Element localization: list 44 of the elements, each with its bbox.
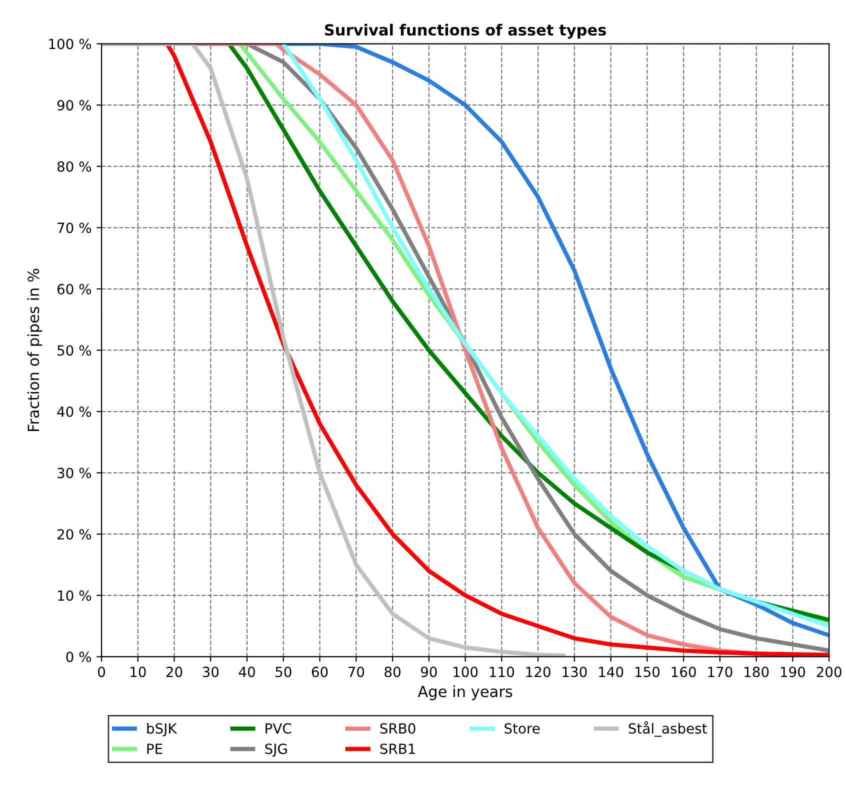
y-tick-label: 70 % (58, 222, 92, 234)
x-tick-label: 80 (384, 666, 400, 678)
x-tick-label: 40 (238, 666, 255, 678)
x-tick-label: 50 (276, 666, 292, 678)
x-tick-label: 60 (312, 666, 328, 678)
x-tick-label: 10 (130, 666, 146, 678)
legend-label: Stål_asbest (628, 721, 707, 737)
y-tick-label: 20 % (58, 529, 92, 540)
y-tick-label: 90 % (57, 100, 92, 111)
x-tick-label: 90 (420, 666, 437, 678)
x-tick-label: 140 (599, 666, 624, 678)
x-tick-label: 150 (635, 666, 660, 678)
chart-title: Survival functions of asset types (324, 24, 606, 39)
legend-label: SJG (265, 744, 287, 757)
x-tick-label: 170 (708, 666, 732, 678)
x-tick-label: 180 (744, 666, 769, 678)
x-tick-label: 190 (780, 666, 806, 678)
y-tick-label: 0 % (66, 652, 92, 662)
y-tick-label: 80 % (57, 161, 92, 172)
legend-label: PE (147, 744, 162, 754)
legend-label: PVC (266, 723, 292, 734)
x-tick-label: 70 (348, 666, 364, 678)
legend-label: bSJK (147, 722, 178, 736)
y-tick-label: 30 % (58, 468, 92, 478)
x-axis-title: Age in years (418, 685, 512, 700)
y-tick-label: 60 % (57, 284, 92, 294)
line-series (281, 44, 830, 628)
x-tick-label: 30 (202, 666, 219, 678)
y-axis-title: Fraction of pipes in % (27, 268, 42, 432)
x-tick-label: 120 (526, 666, 550, 678)
x-tick-label: 0 (98, 666, 106, 678)
y-tick-label: 50 % (58, 345, 92, 356)
x-tick-label: 110 (490, 666, 514, 678)
y-tick-label: 100 % (49, 38, 92, 50)
x-tick-label: 100 (454, 666, 478, 678)
x-tick-label: 200 (816, 666, 842, 678)
y-tick-label: 10 % (58, 590, 92, 601)
legend-label: SRB0 (380, 723, 416, 734)
y-tick-label: 40 % (57, 406, 92, 418)
x-tick-label: 20 (166, 666, 182, 678)
x-tick-label: 160 (672, 666, 696, 678)
x-tick-label: 130 (562, 666, 587, 678)
legend-label: Store (504, 723, 540, 734)
legend-label: SRB1 (380, 744, 415, 754)
